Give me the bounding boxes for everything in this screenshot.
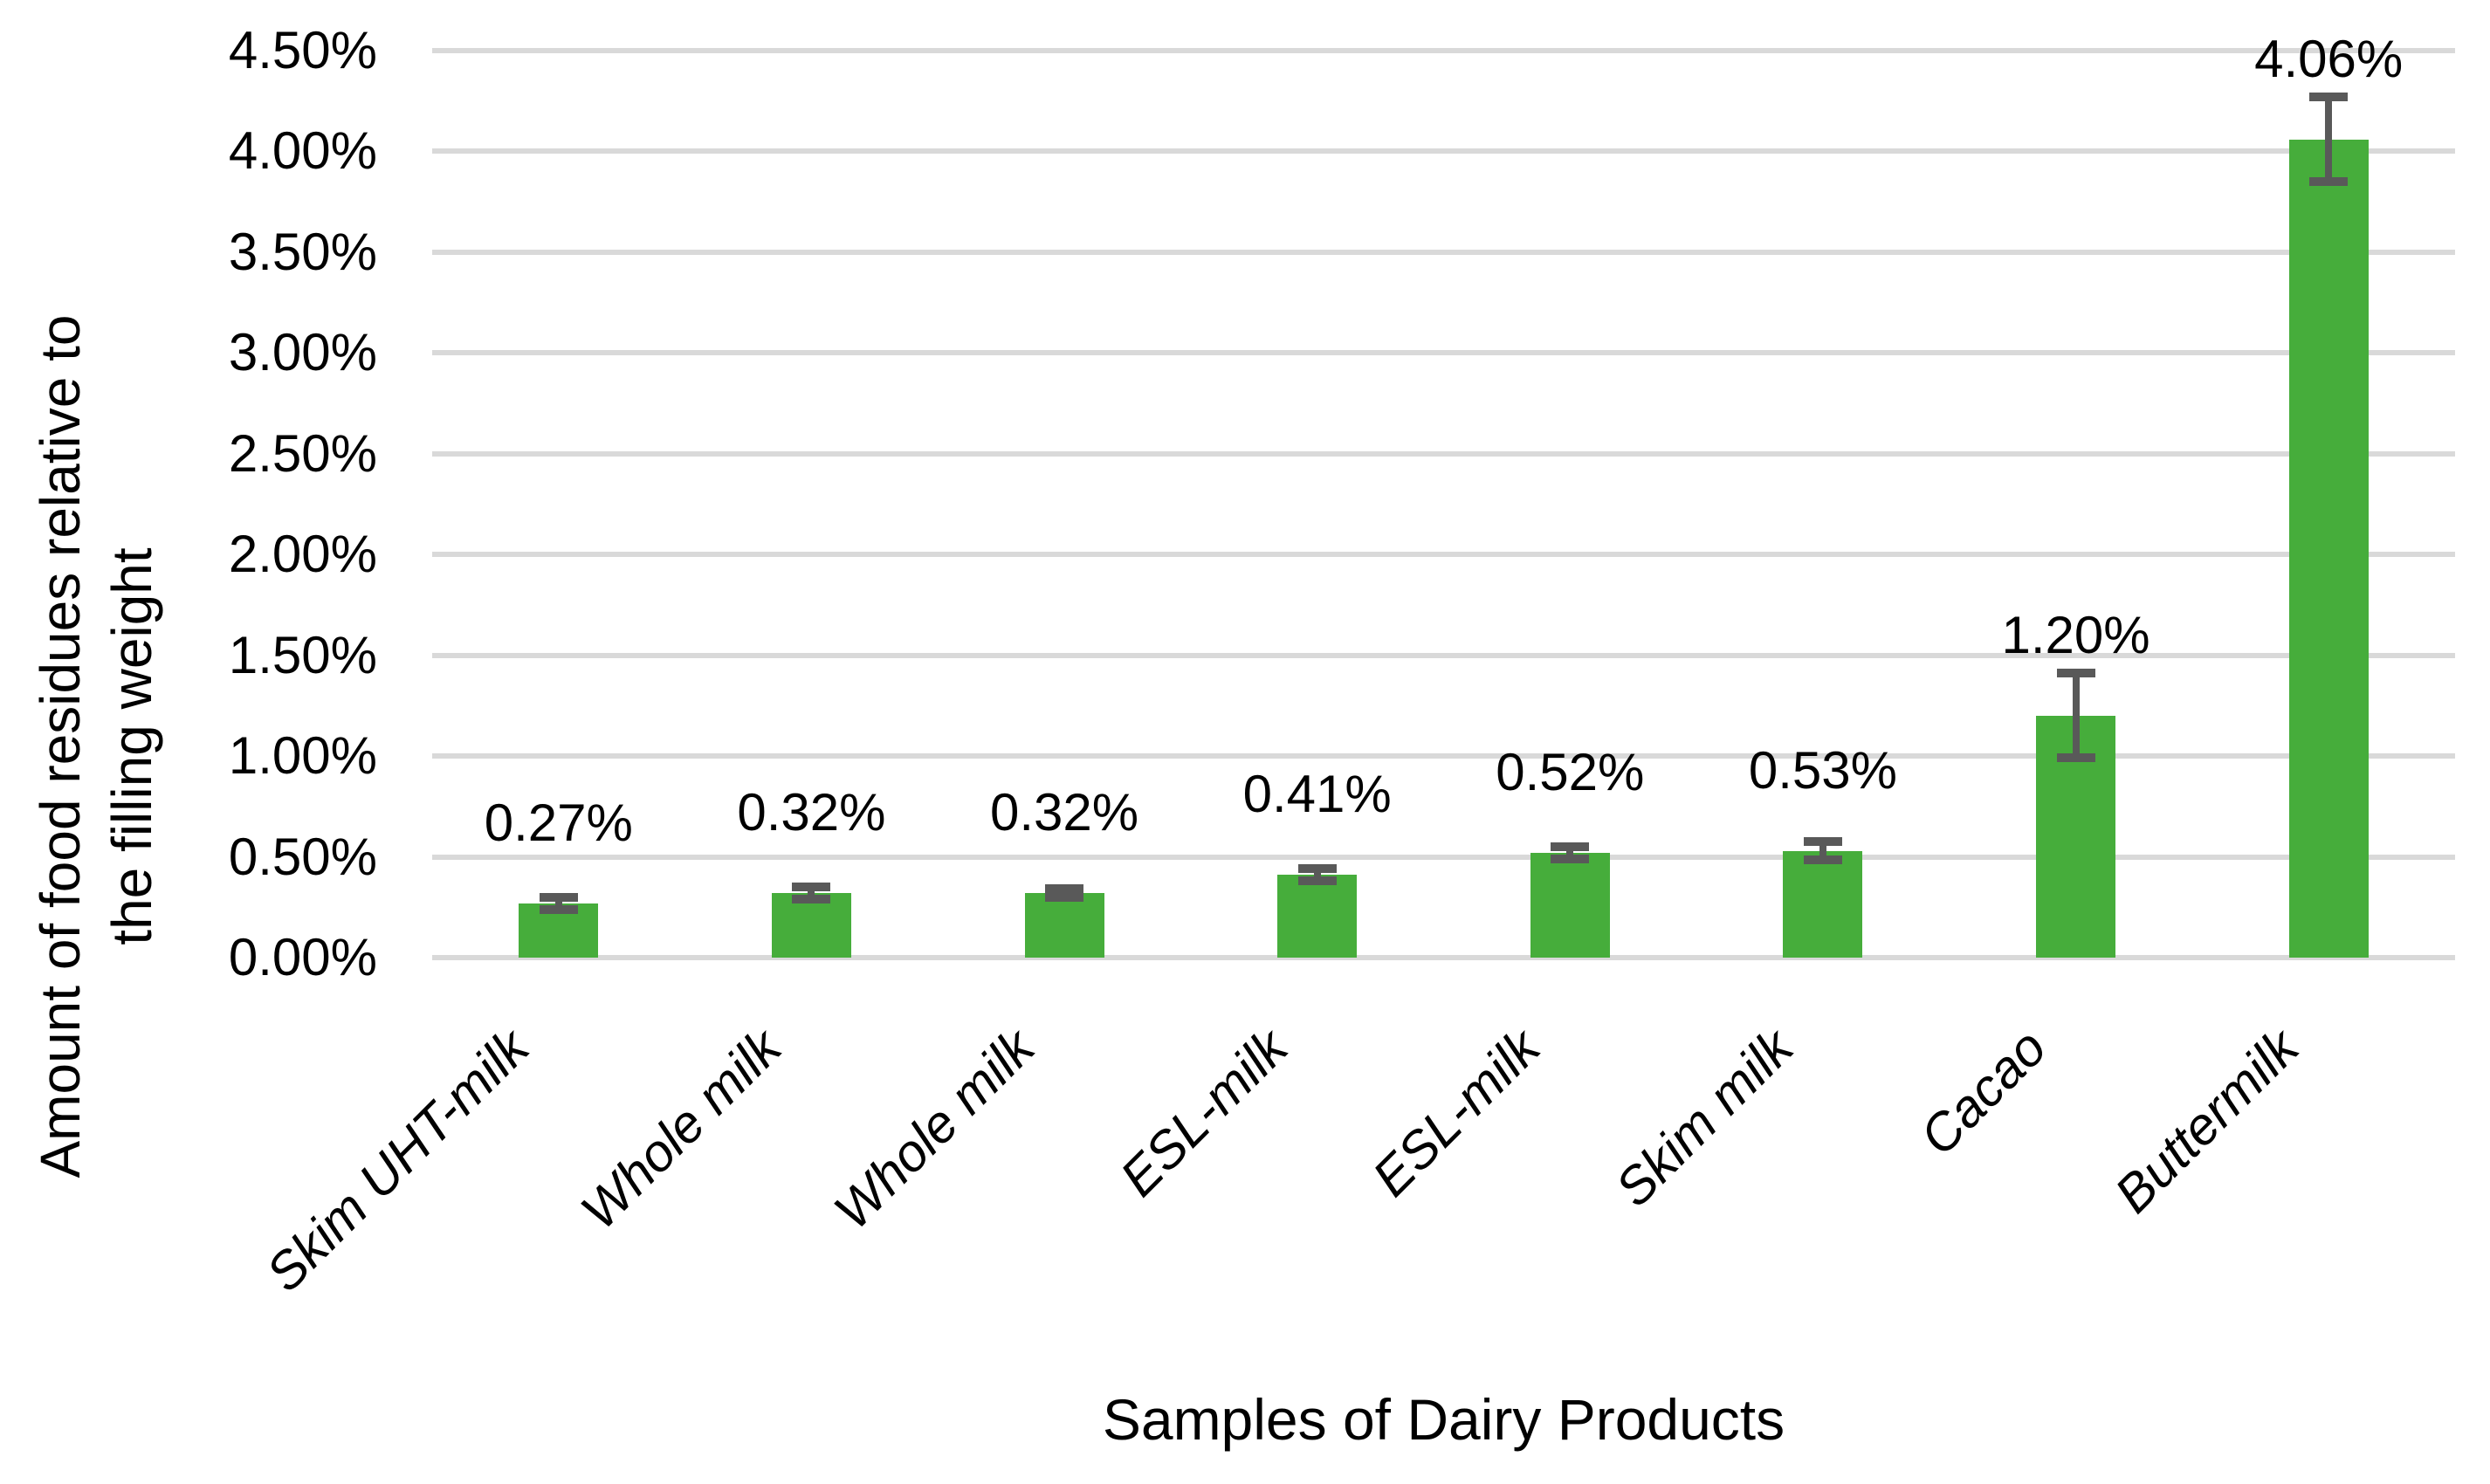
error-bar-line: [1819, 842, 1826, 860]
gridline: [432, 350, 2455, 356]
error-bar-line: [1313, 869, 1321, 882]
gridline: [432, 652, 2455, 658]
error-bar-line: [808, 887, 815, 900]
gridline: [432, 955, 2455, 960]
bar-value-label: 0.52%: [1496, 742, 1645, 801]
bar: [1783, 850, 1863, 958]
gridline: [432, 249, 2455, 255]
error-bar-cap-top: [1045, 884, 1084, 894]
y-axis-tick-label: 0.00%: [228, 928, 377, 986]
error-bar-cap-bottom: [1803, 855, 1842, 865]
gridline: [432, 48, 2455, 53]
gridline: [432, 854, 2455, 860]
error-bar-cap-top: [1803, 837, 1842, 847]
bar: [1530, 852, 1610, 958]
gridline: [432, 450, 2455, 457]
error-bar-cap-bottom: [1297, 876, 1337, 886]
gridline: [432, 148, 2455, 155]
y-axis-tick-label: 3.00%: [228, 323, 377, 382]
y-axis-tick-label: 1.00%: [228, 726, 377, 786]
error-bar-line: [2072, 673, 2080, 759]
bar: [1024, 893, 1104, 958]
x-axis-title: Samples of Dairy Products: [1102, 1387, 1785, 1452]
error-bar-cap-bottom: [539, 904, 578, 914]
bar: [771, 893, 851, 958]
x-axis-category-label: Whole milk: [569, 1017, 793, 1240]
bar-value-label: 0.32%: [737, 783, 886, 842]
error-bar-cap-top: [792, 883, 831, 892]
error-bar-line: [554, 897, 562, 910]
y-axis-tick-label: 1.50%: [228, 625, 377, 684]
bar: [2288, 139, 2369, 958]
bar-value-label: 0.27%: [484, 793, 633, 852]
bar-value-label: 0.41%: [1242, 765, 1392, 824]
error-bar-cap-top: [539, 892, 578, 902]
gridline: [432, 753, 2455, 759]
bar: [1277, 875, 1358, 958]
error-bar-cap-top: [1551, 842, 1590, 851]
gridline: [432, 552, 2455, 558]
error-bar-cap-bottom: [1551, 854, 1590, 863]
y-axis-tick-label: 2.50%: [228, 423, 377, 483]
error-bar-cap-top: [1297, 864, 1337, 874]
error-bar-cap-bottom: [792, 895, 831, 904]
y-axis-tick-label: 4.00%: [228, 121, 377, 181]
bar-value-label: 0.32%: [989, 783, 1139, 842]
bar-value-label: 0.53%: [1748, 740, 1897, 800]
y-axis-tick-label: 0.50%: [228, 827, 377, 886]
error-bar-cap-bottom: [2309, 177, 2349, 187]
y-axis-tick-label: 4.50%: [228, 21, 377, 79]
error-bar-line: [1566, 847, 1574, 859]
error-bar-cap-bottom: [2056, 753, 2095, 763]
bar-value-label: 4.06%: [2254, 29, 2404, 88]
error-bar-cap-top: [2056, 669, 2095, 678]
error-bar-cap-bottom: [1045, 892, 1084, 902]
error-bar-line: [2325, 97, 2333, 182]
y-axis-tick-label: 2.00%: [228, 525, 377, 584]
bar-value-label: 1.20%: [2001, 605, 2150, 664]
error-bar-cap-top: [2309, 93, 2349, 102]
y-axis-tick-label: 3.50%: [228, 222, 377, 281]
